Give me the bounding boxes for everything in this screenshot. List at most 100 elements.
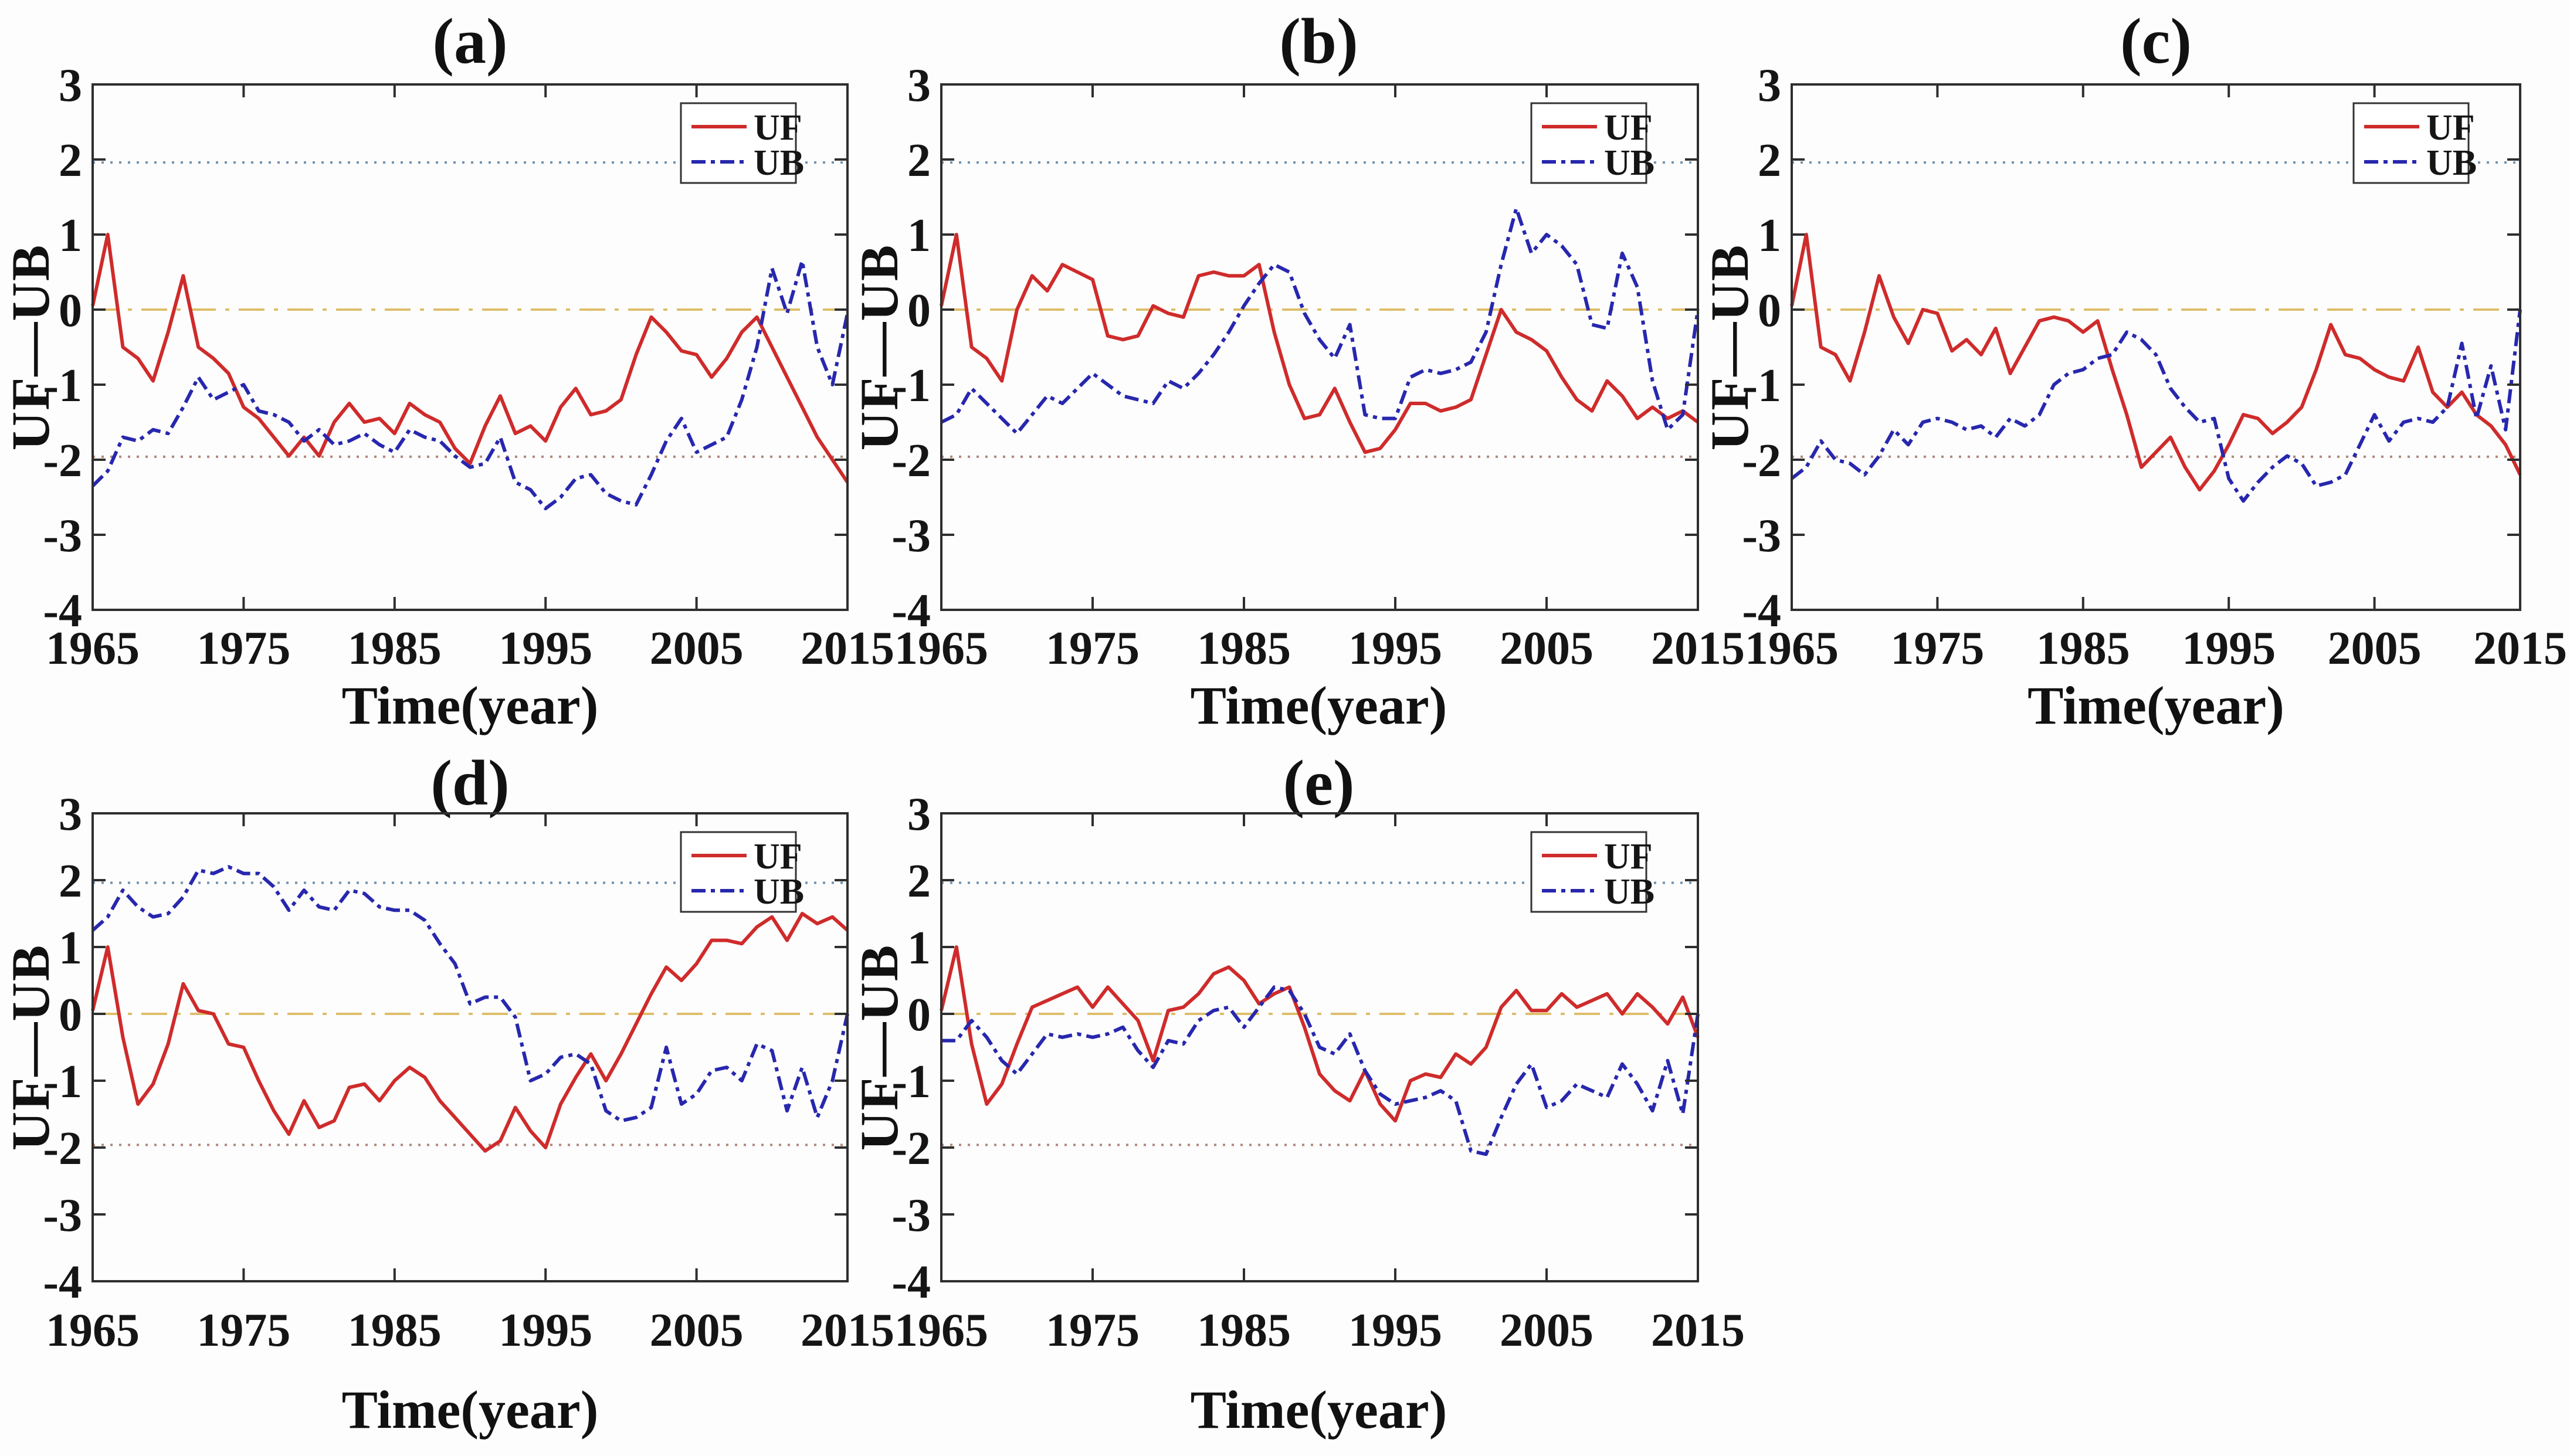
legend-label-uf: UF xyxy=(1604,108,1653,148)
x-tick-label: 1985 xyxy=(2036,623,2130,674)
panel-d-title: (d) xyxy=(430,747,510,819)
y-tick-label: -4 xyxy=(891,1257,931,1308)
axes-box xyxy=(91,83,849,611)
x-axis-label: Time(year) xyxy=(2027,676,2284,735)
x-tick-label: 1995 xyxy=(1348,1305,1442,1356)
x-tick-label: 1965 xyxy=(1745,623,1839,674)
y-tick-label: 3 xyxy=(907,60,931,111)
x-axis-label: Time(year) xyxy=(1190,676,1447,735)
x-axis-label: Time(year) xyxy=(341,676,599,735)
y-tick-label: -2 xyxy=(43,435,82,487)
y-tick-label: -4 xyxy=(43,1257,82,1308)
x-tick-label: 1995 xyxy=(499,1305,592,1356)
x-tick-label: 2015 xyxy=(801,623,894,674)
series-line-ub xyxy=(1791,309,2522,503)
y-tick-label: 1 xyxy=(1758,210,1781,262)
axes-box xyxy=(940,83,1699,611)
series-line-uf xyxy=(91,912,849,1153)
y-tick-label: 0 xyxy=(907,989,931,1041)
series-line-uf xyxy=(91,233,849,484)
y-tick-label: -1 xyxy=(43,360,82,412)
y-tick-label: -4 xyxy=(43,585,82,637)
x-tick-label: 1975 xyxy=(1890,623,1984,674)
legend-label-uf: UF xyxy=(2426,108,2475,148)
y-tick-label: -4 xyxy=(1742,585,1781,637)
series-line-uf xyxy=(1790,233,2522,492)
y-tick-label: -1 xyxy=(1742,360,1781,412)
x-tick-label: 1965 xyxy=(46,623,140,674)
x-tick-label: 1975 xyxy=(196,623,290,674)
x-tick-label: 1995 xyxy=(2182,623,2276,674)
axes-box xyxy=(91,812,849,1282)
x-tick-label: 2005 xyxy=(650,1305,744,1356)
series-line-ub xyxy=(941,985,1700,1156)
series-line-uf xyxy=(940,945,1700,1123)
x-tick-label: 2005 xyxy=(650,623,744,674)
x-tick-label: 1965 xyxy=(894,623,988,674)
legend-box xyxy=(2352,102,2470,184)
y-tick-label: 1 xyxy=(59,210,82,262)
axes-box xyxy=(1791,83,2521,611)
y-tick-label: 3 xyxy=(59,789,82,840)
legend-label-ub: UB xyxy=(754,143,804,183)
x-tick-label: 2015 xyxy=(801,1305,894,1356)
y-tick-label: 0 xyxy=(1758,285,1781,337)
legend-box xyxy=(1530,102,1647,184)
legend-box xyxy=(680,831,797,913)
legend-box xyxy=(680,102,797,184)
legend-box xyxy=(1530,831,1647,913)
y-tick-label: -3 xyxy=(1742,510,1781,562)
panel-a-title: (a) xyxy=(432,5,508,77)
y-tick-label: 1 xyxy=(907,210,931,262)
x-tick-label: 2015 xyxy=(1651,1305,1745,1356)
x-tick-label: 2005 xyxy=(2328,623,2422,674)
legend-label-ub: UB xyxy=(2426,143,2477,183)
panel-a: (a) UF—UB 1965 1975 1985 1995 2005 2015 3 2 1 0 -1… xyxy=(0,0,894,735)
panel-d: (d) UF—UB 1965 1975 1985 1995 2005 2015 3 2 1 0 -1… xyxy=(0,729,894,1456)
x-tick-label: 2015 xyxy=(1651,623,1745,674)
panel-c: (c) UF—UB 1965 1975 1985 1995 2005 2015 3 2 1 0 -1… xyxy=(1699,0,2570,735)
y-tick-label: -3 xyxy=(43,510,82,562)
x-tick-label: 1975 xyxy=(196,1305,290,1356)
y-tick-label: -2 xyxy=(891,1123,931,1175)
y-tick-label: -1 xyxy=(891,1056,931,1108)
y-tick-label: -2 xyxy=(1742,435,1781,487)
y-tick-label: -2 xyxy=(43,1123,82,1175)
panel-b-title: (b) xyxy=(1279,5,1358,77)
panel-b: (b) UF—UB 1965 1975 1985 1995 2005 2015 3 2 1 0 -1… xyxy=(849,0,1745,735)
y-tick-label: 2 xyxy=(59,135,82,186)
x-tick-label: 1995 xyxy=(499,623,592,674)
panel-e-title: (e) xyxy=(1283,747,1355,819)
y-tick-label: 3 xyxy=(907,789,931,840)
x-tick-label: 1965 xyxy=(46,1305,140,1356)
x-tick-label: 1965 xyxy=(894,1305,988,1356)
y-tick-label: 2 xyxy=(907,856,931,907)
x-tick-label: 2005 xyxy=(1500,623,1593,674)
axes-box xyxy=(940,812,1699,1282)
x-tick-label: 1995 xyxy=(1348,623,1442,674)
x-tick-label: 2005 xyxy=(1500,1305,1593,1356)
y-tick-label: 1 xyxy=(907,922,931,974)
y-tick-label: 1 xyxy=(59,922,82,974)
y-tick-label: 0 xyxy=(907,285,931,337)
x-axis-label: Time(year) xyxy=(1190,1380,1447,1440)
x-tick-label: 1985 xyxy=(1197,1305,1291,1356)
x-tick-label: 1975 xyxy=(1046,1305,1140,1356)
y-tick-label: -1 xyxy=(43,1056,82,1108)
series-line-ub xyxy=(91,865,849,1123)
y-tick-label: 2 xyxy=(59,856,82,907)
series-line-ub xyxy=(91,259,849,511)
y-tick-label: 3 xyxy=(59,60,82,111)
y-tick-label: 3 xyxy=(1758,60,1781,111)
legend-label-uf: UF xyxy=(754,837,802,877)
y-tick-label: -3 xyxy=(891,1190,931,1241)
y-tick-label: 2 xyxy=(1758,135,1781,186)
x-axis-label: Time(year) xyxy=(341,1380,599,1440)
x-tick-label: 2015 xyxy=(2473,623,2567,674)
